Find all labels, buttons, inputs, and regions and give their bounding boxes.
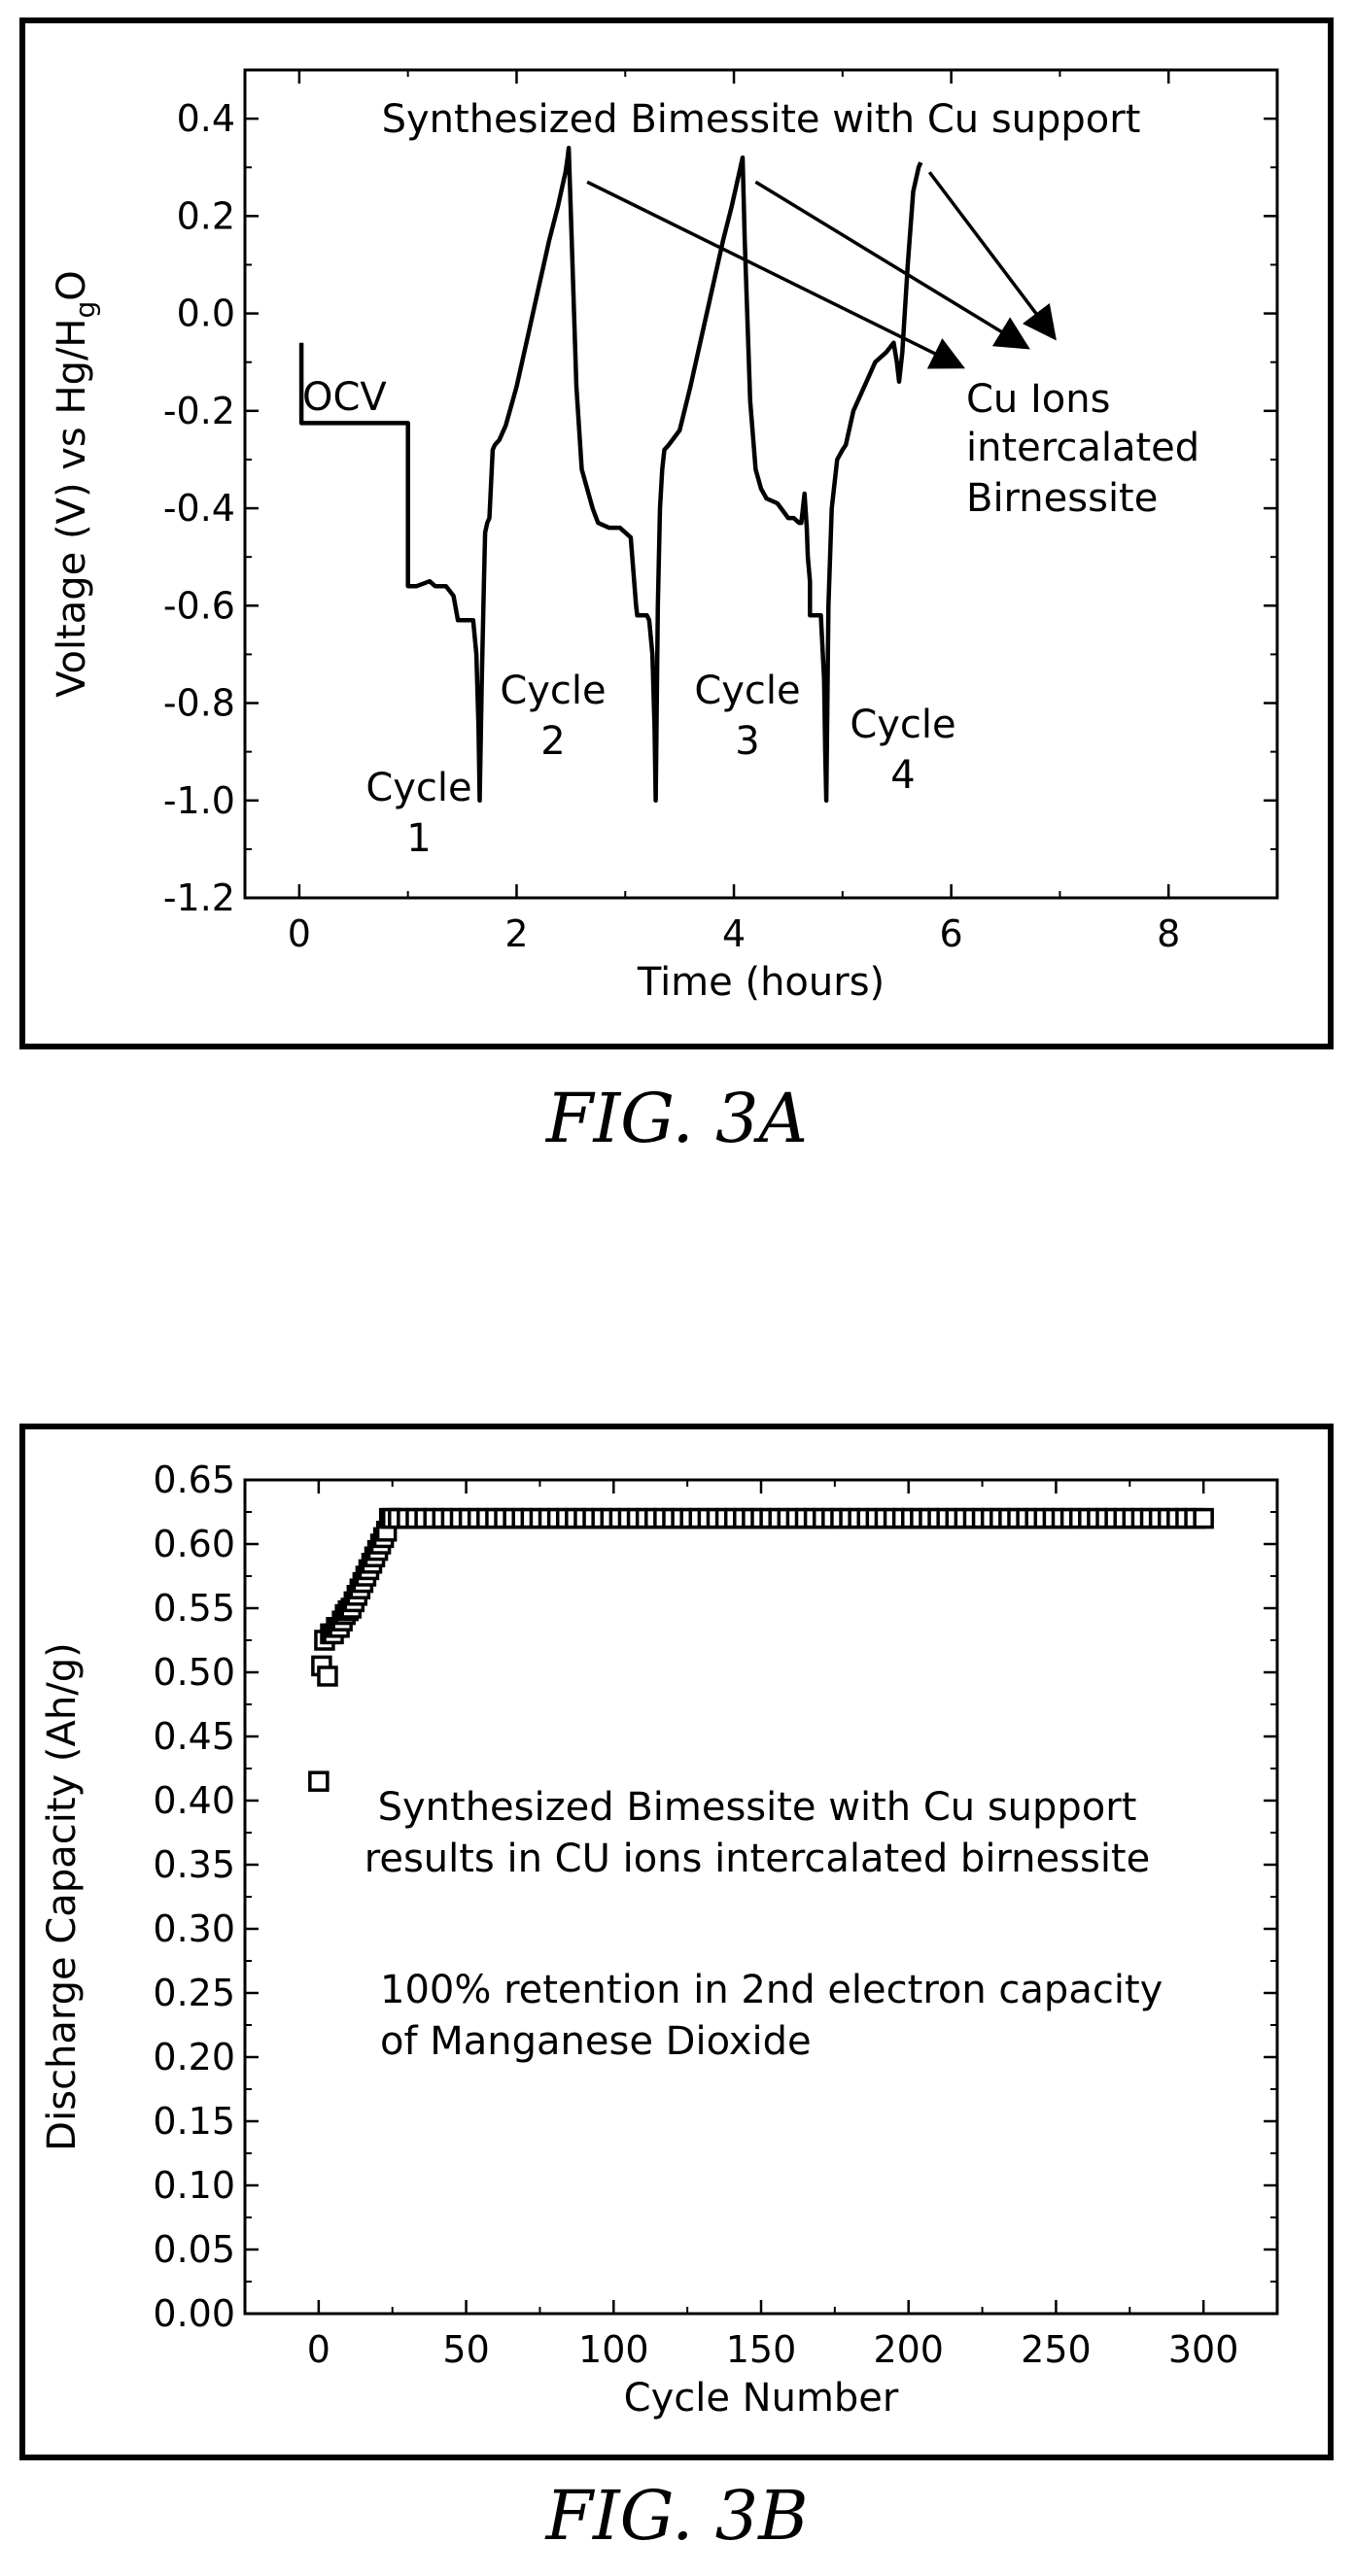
x-axis-label: Time (hours) — [637, 960, 885, 1005]
x-tick-label: 250 — [1021, 2328, 1092, 2371]
capacity-chart: 0.65 0.60 0.55 0.50 0.45 0.40 0.35 0.30 0.25 0.20… — [40, 1459, 1279, 2421]
y-tick-label: 0.20 — [153, 2036, 235, 2078]
y-axis-label: Voltage (V) vs Hg/HgO — [50, 270, 101, 698]
x-tick-label: 150 — [726, 2328, 797, 2371]
plot-area-frame — [243, 68, 1279, 900]
x-tick-label: 100 — [578, 2328, 649, 2371]
figure-3a-frame: 0.4 0.2 0.0 -0.2 -0.4 -0.6 -0.8 -1.0 -1.2 0 2 4 6 8 Ti… — [19, 17, 1334, 1049]
cycle-2-label: Cycle — [500, 669, 606, 713]
y-axis-label: Discharge Capacity (Ah/g) — [40, 1642, 85, 2150]
cycle-1-number: 1 — [406, 816, 431, 861]
y-tick-label: 0.60 — [153, 1523, 235, 1565]
y-tick-label: 0.0 — [177, 292, 235, 335]
y-tick-label: 0.55 — [153, 1587, 235, 1630]
y-tick-label: 0.35 — [153, 1843, 235, 1886]
y-tick-label: 0.65 — [153, 1459, 235, 1501]
y-tick-label: -0.4 — [163, 487, 235, 530]
annotation-line-2: results in CU ions intercalated birnessi… — [365, 1837, 1150, 1881]
y-tick-label: -1.2 — [163, 876, 235, 919]
annotation-top-text: Synthesized Bimessite with Cu support — [382, 97, 1141, 142]
figure-3b-frame: 0.65 0.60 0.55 0.50 0.45 0.40 0.35 0.30 0.25 0.20… — [19, 1424, 1334, 2460]
x-tick-label: 50 — [442, 2328, 489, 2371]
annotation-cu-ions: Cu Ions — [966, 377, 1110, 422]
annotation-birnessite: Birnessite — [966, 476, 1158, 521]
cycle-3-label: Cycle — [694, 669, 800, 713]
x-tick-label: 300 — [1168, 2328, 1239, 2371]
x-tick-label: 2 — [504, 912, 528, 955]
x-tick-label: 8 — [1157, 912, 1180, 955]
cycle-4-label: Cycle — [850, 703, 955, 747]
x-tick-label: 6 — [940, 912, 963, 955]
y-tick-label: 0.10 — [153, 2164, 235, 2207]
cycle-4-number: 4 — [890, 753, 915, 798]
y-tick-label: 0.45 — [153, 1715, 235, 1758]
voltage-chart: 0.4 0.2 0.0 -0.2 -0.4 -0.6 -0.8 -1.0 -1.2 0 2 4 6 8 Ti… — [50, 68, 1279, 1005]
cycle-1-label: Cycle — [365, 766, 471, 810]
x-tick-label: 200 — [873, 2328, 944, 2371]
figure-3a-caption: FIG. 3A — [545, 1079, 809, 1158]
annotation-ocv: OCV — [302, 375, 387, 420]
annotation-intercalated: intercalated — [966, 426, 1199, 470]
annotation-arrow — [754, 180, 1030, 350]
y-tick-label: 0.40 — [153, 1779, 235, 1822]
y-tick-label: 0.30 — [153, 1907, 235, 1950]
cycle-3-number: 3 — [735, 719, 759, 764]
y-tick-label: 0.00 — [153, 2292, 235, 2335]
x-tick-label: 4 — [722, 912, 746, 955]
y-tick-label: 0.50 — [153, 1651, 235, 1694]
cycle-2-number: 2 — [540, 719, 565, 764]
y-tick-label: 0.2 — [177, 194, 235, 237]
y-tick-label: 0.4 — [177, 97, 235, 140]
y-tick-label: 0.15 — [153, 2100, 235, 2143]
annotation-line-1: Synthesized Bimessite with Cu support — [378, 1785, 1137, 1830]
y-tick-label: 0.05 — [153, 2228, 235, 2271]
y-tick-label: -0.8 — [163, 682, 235, 725]
voltage-series-line — [298, 145, 923, 804]
figure-3b-caption: FIG. 3B — [545, 2476, 809, 2556]
y-tick-label: -0.6 — [163, 584, 235, 627]
data-point — [308, 1770, 330, 1792]
x-tick-label: 0 — [307, 2328, 330, 2371]
y-tick-label: -1.0 — [163, 779, 235, 822]
y-tick-label: -0.2 — [163, 390, 235, 432]
annotation-line-4: of Manganese Dioxide — [380, 2019, 812, 2064]
x-axis-label: Cycle Number — [624, 2376, 899, 2421]
data-point — [317, 1666, 338, 1687]
x-tick-label: 0 — [288, 912, 311, 955]
plot-area-frame — [243, 1478, 1279, 2316]
data-point — [1193, 1507, 1214, 1529]
y-tick-label: 0.25 — [153, 1972, 235, 2014]
annotation-arrow — [586, 180, 965, 369]
annotation-line-3: 100% retention in 2nd electron capacity — [380, 1968, 1163, 2012]
annotation-arrow — [927, 171, 1057, 341]
